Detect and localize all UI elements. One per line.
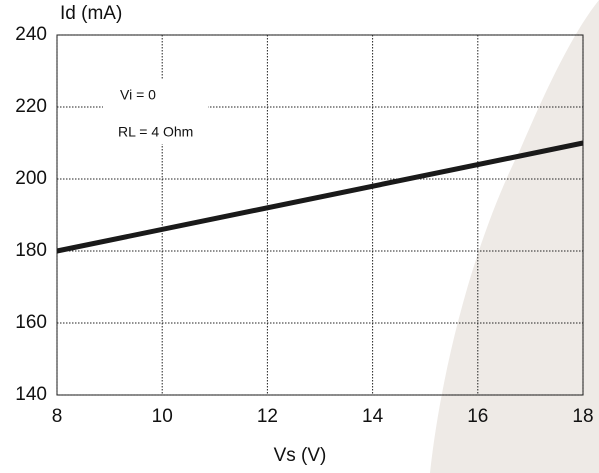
y-tick-label: 160: [15, 312, 47, 333]
annotation: Vi = 0: [120, 87, 156, 103]
x-tick-label: 14: [362, 406, 384, 427]
y-axis-label: Id (mA): [60, 3, 122, 24]
x-tick-label: 18: [572, 406, 593, 427]
x-tick-label: 16: [467, 406, 488, 427]
y-tick-label: 180: [15, 240, 47, 261]
y-tick-label: 200: [15, 168, 47, 189]
x-tick-label: 8: [52, 406, 63, 427]
annotation-box: [103, 80, 208, 144]
y-tick-label: 140: [15, 384, 47, 405]
y-tick-label: 240: [15, 24, 47, 45]
x-axis-label: Vs (V): [274, 445, 327, 466]
data-line: [56, 140, 584, 254]
background-shape: [430, 0, 599, 473]
x-tick-label: 12: [257, 406, 278, 427]
y-tick-label: 220: [15, 96, 47, 117]
x-tick-label: 10: [152, 406, 173, 427]
annotation: RL = 4 Ohm: [118, 124, 193, 140]
